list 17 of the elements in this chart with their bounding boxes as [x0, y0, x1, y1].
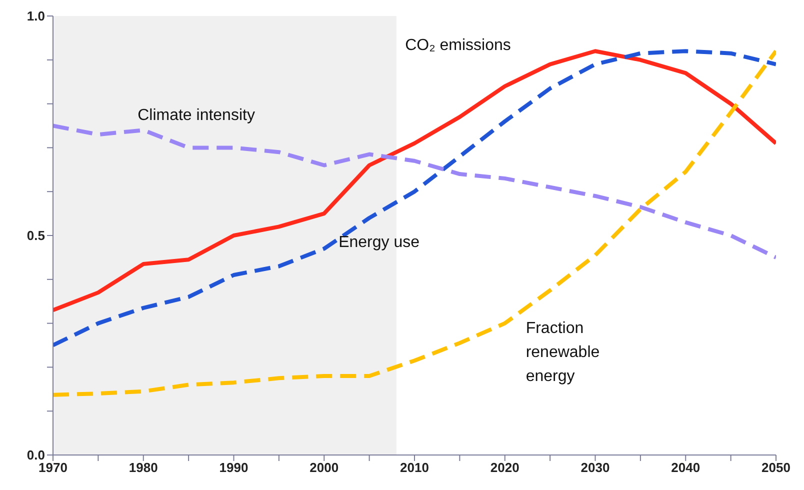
x-tick-label: 2010	[400, 460, 429, 476]
x-tick-label: 1970	[38, 460, 68, 476]
x-tick-label: 1980	[128, 460, 158, 476]
x-tick-label: 2040	[671, 460, 700, 476]
x-tick-label: 1990	[219, 460, 248, 476]
series-label: CO₂ emissions	[405, 36, 511, 56]
line-series	[53, 124, 776, 260]
x-tick-label: 2000	[310, 460, 339, 476]
y-tick-label: 0.0	[26, 448, 45, 463]
series-label: Fraction renewable energy	[526, 318, 601, 387]
x-tick-label: 2020	[490, 460, 520, 476]
y-tick-label: 1.0	[26, 8, 45, 24]
series-label: Energy use	[338, 233, 420, 254]
y-tick-label: 0.5	[26, 228, 45, 244]
series-label: Climate intensity	[138, 106, 255, 126]
x-tick-label: 2030	[580, 460, 610, 476]
x-tick-label: 2050	[762, 460, 790, 476]
